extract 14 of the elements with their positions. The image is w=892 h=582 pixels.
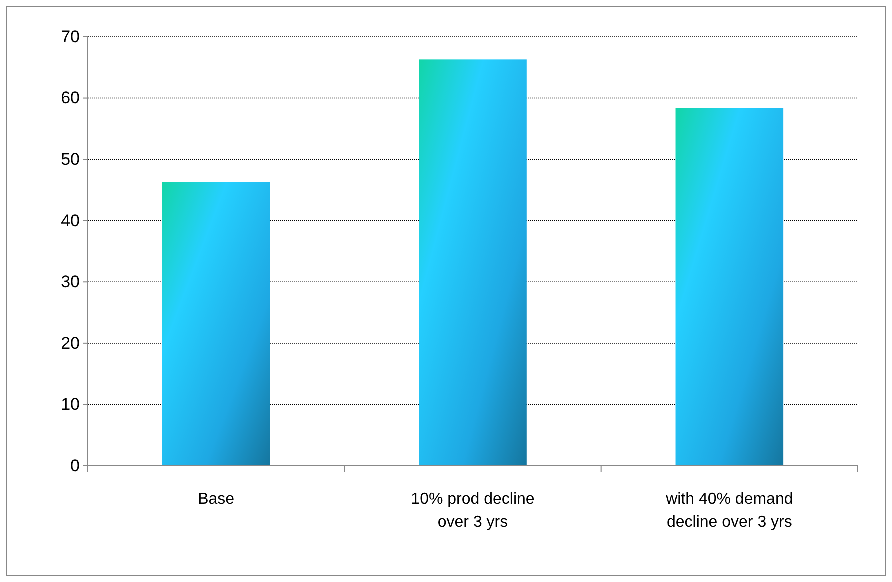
- x-tick-label: Base: [198, 491, 235, 508]
- y-tick-label: 20: [61, 334, 80, 353]
- x-tick-label: with 40% demand decline over 3 yrs: [665, 491, 794, 531]
- y-tick-label: 40: [61, 211, 80, 230]
- y-tick-label: 10: [61, 395, 80, 414]
- y-tick-label: 30: [61, 272, 80, 292]
- bar: [676, 108, 784, 466]
- x-tick-label: 10% prod decline over 3 yrs: [411, 491, 535, 531]
- y-tick-label: 0: [70, 456, 80, 476]
- y-tick-label: 70: [61, 27, 80, 46]
- y-tick-label: 50: [61, 150, 80, 170]
- y-tick-label: 60: [61, 88, 80, 108]
- bar: [419, 60, 527, 466]
- bar: [162, 182, 270, 466]
